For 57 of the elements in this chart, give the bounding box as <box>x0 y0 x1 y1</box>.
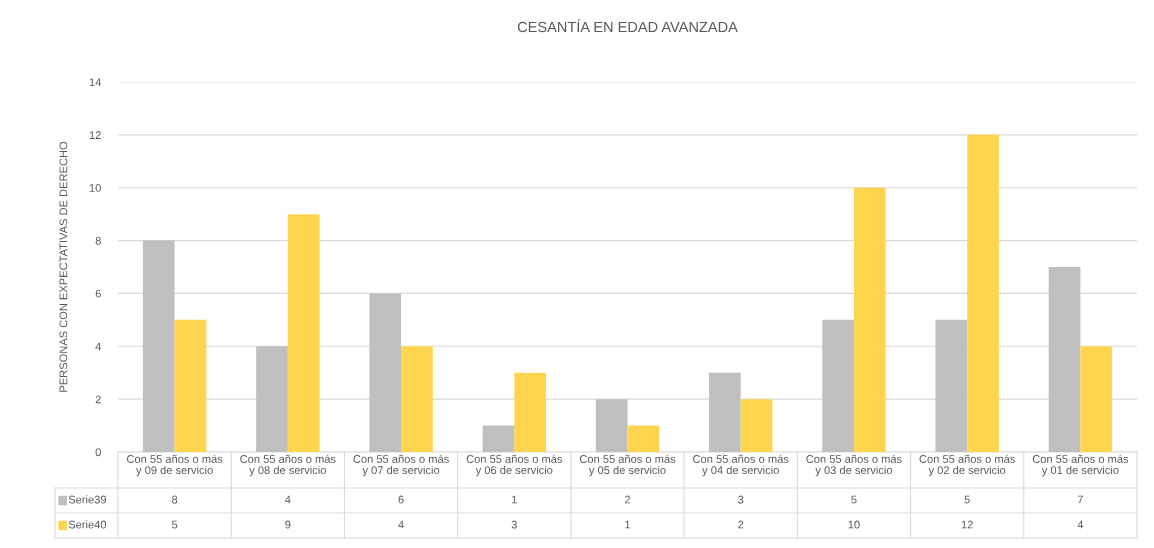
bar <box>1080 346 1113 452</box>
x-tick-label: Con 55 años o más y 05 de servicio <box>579 454 676 477</box>
y-tick-label: 0 <box>95 448 101 457</box>
x-tick-label: Con 55 años o más y 04 de servicio <box>693 454 789 477</box>
data-label: 1 <box>512 495 517 504</box>
x-tick-label: Con 55 años o más y 02 de servicio <box>919 454 1015 477</box>
legend-label: Serie40 <box>68 520 107 529</box>
data-label: 2 <box>624 495 631 504</box>
y-tick-label: 14 <box>89 78 102 87</box>
x-tick-label: Con 55 años o más y 09 de servicio <box>127 454 223 477</box>
y-tick-label: 10 <box>89 183 101 192</box>
data-label: 4 <box>1077 520 1084 529</box>
bar <box>627 425 660 452</box>
x-tick-label: Con 55 años o más y 07 de servicio <box>353 454 449 477</box>
bar <box>853 187 886 452</box>
data-label: 6 <box>398 495 404 504</box>
bar <box>174 319 207 452</box>
y-tick-label: 8 <box>95 236 101 245</box>
data-label: 5 <box>171 520 178 529</box>
bar <box>482 425 515 452</box>
data-label: 10 <box>848 520 860 529</box>
data-label: 3 <box>511 520 517 529</box>
data-label: 9 <box>285 520 291 529</box>
x-tick-label: Con 55 años o más y 08 de servicio <box>240 454 336 477</box>
bar <box>401 346 433 452</box>
bar <box>142 240 175 452</box>
data-label: 1 <box>625 520 631 529</box>
bar <box>369 293 402 452</box>
bar <box>595 399 628 452</box>
data-label: 12 <box>961 520 973 529</box>
x-tick-label: Con 55 años o más y 01 de servicio <box>1032 454 1129 477</box>
y-tick-label: 4 <box>95 342 102 351</box>
x-tick-label: Con 55 años o más y 03 de servicio <box>806 454 902 477</box>
data-label: 7 <box>1077 495 1083 504</box>
legend-label: Serie39 <box>68 495 107 504</box>
bar <box>514 372 546 452</box>
bar <box>709 372 741 452</box>
data-label: 3 <box>738 495 744 504</box>
bar <box>935 319 968 452</box>
y-tick-label: 12 <box>89 131 101 139</box>
data-label: 5 <box>851 495 857 504</box>
data-label: 5 <box>964 495 970 504</box>
x-tick-label: Con 55 años o más y 06 de servicio <box>466 454 563 477</box>
bar <box>256 346 288 452</box>
chart-title: CESANTÍA EN EDAD AVANZADA <box>517 19 738 33</box>
y-axis-title: PERSONAS CON EXPECTATIVAS DE DERECHO <box>59 141 68 392</box>
bar <box>287 214 320 452</box>
bar <box>822 319 854 452</box>
bar <box>967 134 999 452</box>
data-label: 4 <box>398 520 404 529</box>
data-label: 4 <box>285 495 291 504</box>
data-label: 2 <box>738 520 744 529</box>
bar <box>1048 267 1081 452</box>
data-label: 8 <box>172 495 178 504</box>
y-tick-label: 6 <box>95 289 101 298</box>
bar <box>740 399 773 452</box>
y-tick-label: 2 <box>95 395 101 404</box>
